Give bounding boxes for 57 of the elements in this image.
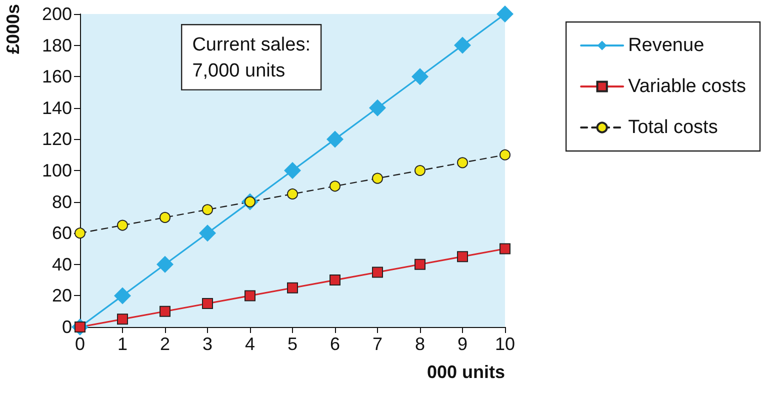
point bbox=[330, 180, 340, 192]
x-tick-label: 8 bbox=[414, 334, 426, 354]
point bbox=[372, 172, 383, 184]
point bbox=[330, 274, 340, 286]
annotation: Current sales: 7,000 units bbox=[192, 34, 310, 82]
legend-label: Variable costs bbox=[628, 76, 746, 97]
x-tick-label: 5 bbox=[287, 334, 298, 354]
point bbox=[244, 290, 256, 302]
point bbox=[74, 228, 86, 239]
point bbox=[414, 258, 426, 270]
point bbox=[369, 99, 386, 116]
point bbox=[496, 6, 514, 22]
x-tick-label: 3 bbox=[202, 334, 213, 354]
y-tick-label: 180 bbox=[42, 35, 72, 56]
y-tick-label: 140 bbox=[42, 98, 72, 118]
point bbox=[284, 162, 301, 179]
y-tick-label: 80 bbox=[52, 192, 72, 212]
y-tick-label: 0 bbox=[62, 317, 72, 337]
y-tick-label: 160 bbox=[42, 66, 72, 87]
x-tick-label: 9 bbox=[457, 334, 468, 354]
point bbox=[117, 314, 128, 325]
point bbox=[500, 243, 510, 254]
point bbox=[202, 204, 213, 216]
point bbox=[202, 298, 213, 310]
point bbox=[414, 165, 426, 176]
x-tick-label: 6 bbox=[330, 334, 340, 354]
y-tick-label: 120 bbox=[42, 129, 72, 150]
point bbox=[454, 36, 471, 54]
y-tick-label: 20 bbox=[52, 286, 72, 306]
legend-label: Total costs bbox=[628, 117, 718, 138]
x-tick-label: 1 bbox=[117, 334, 128, 354]
point bbox=[457, 157, 468, 168]
point bbox=[287, 282, 298, 294]
point bbox=[117, 220, 128, 231]
x-tick-label: 2 bbox=[160, 334, 170, 354]
point bbox=[326, 130, 344, 148]
point bbox=[412, 68, 428, 86]
point bbox=[457, 251, 468, 262]
point bbox=[199, 224, 216, 242]
x-tick-label: 0 bbox=[74, 334, 86, 354]
point bbox=[287, 188, 298, 200]
legend-label: Revenue bbox=[628, 35, 704, 56]
point bbox=[114, 287, 131, 304]
x-tick-label: 4 bbox=[244, 334, 256, 354]
x-axis-title: 000 units bbox=[426, 362, 505, 382]
y-tick-label: 200 bbox=[42, 4, 72, 24]
y-tick-label: 100 bbox=[42, 160, 72, 180]
point bbox=[500, 149, 510, 160]
x-tick-label: 10 bbox=[494, 334, 516, 354]
y-tick-label: 40 bbox=[52, 254, 72, 274]
x-tick-label: 7 bbox=[372, 334, 383, 354]
point bbox=[372, 266, 383, 278]
point bbox=[160, 212, 170, 223]
y-tick-label: 60 bbox=[52, 223, 72, 244]
point bbox=[160, 306, 170, 317]
point bbox=[156, 256, 174, 273]
y-axis-title: £000s bbox=[3, 4, 23, 54]
